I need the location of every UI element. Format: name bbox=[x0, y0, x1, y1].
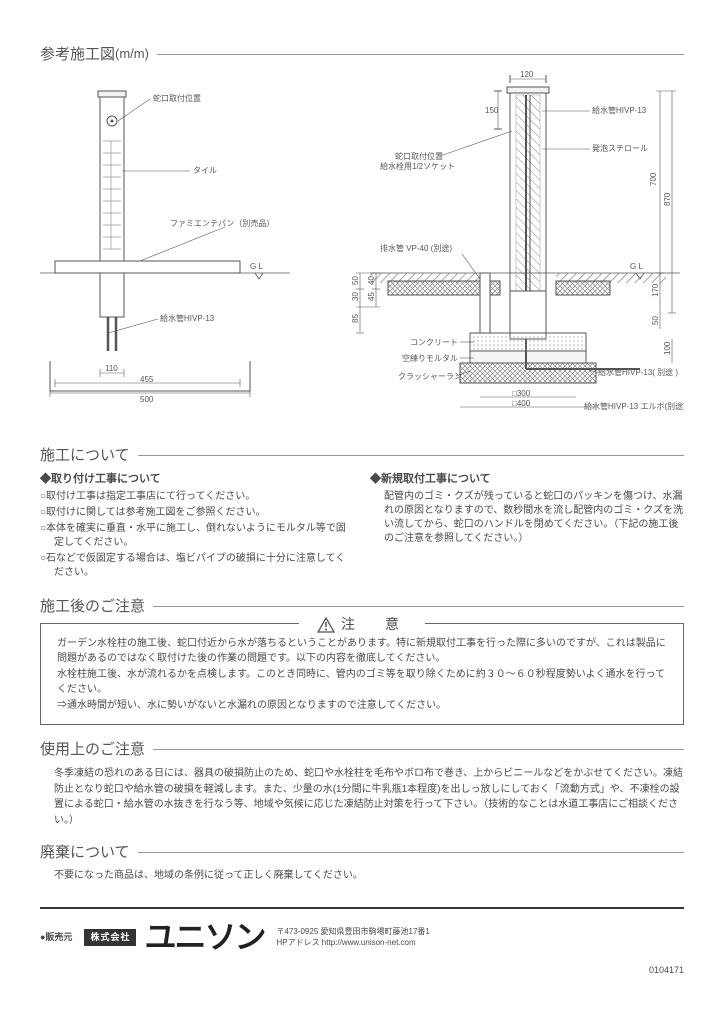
dim-v85: 85 bbox=[351, 314, 360, 323]
dim-110: 110 bbox=[105, 364, 118, 373]
dim-v30: 30 bbox=[351, 292, 360, 301]
caution-line: ガーデン水栓柱の施工後、蛇口付近から水が落ちるということがあります。特に新規取付… bbox=[57, 636, 667, 666]
dim-120: 120 bbox=[520, 71, 534, 79]
caution-line: ⇒通水時間が短い、水に勢いがないと水漏れの原因となりますので注意してください。 bbox=[57, 698, 667, 713]
dim-700: 700 bbox=[649, 172, 658, 186]
installation-right-col: ◆新規取付工事について 配管内のゴミ・クズが残っていると蛇口のパッキンを傷つけ、… bbox=[370, 472, 684, 582]
lbl-socket: 給水栓用1/2ソケット bbox=[380, 161, 455, 171]
document-code: 0104171 bbox=[40, 964, 684, 977]
lbl-crusher: クラッシャーラン bbox=[398, 372, 462, 381]
dim-50r: 50 bbox=[651, 316, 660, 325]
rule bbox=[153, 606, 684, 607]
dim-v50: 50 bbox=[351, 276, 360, 285]
caution-title: 注 意 bbox=[341, 614, 407, 635]
addr-line: 〒473-0925 愛知県豊田市駒場町藤池17番1 bbox=[276, 927, 429, 937]
company-logo: ユニソン bbox=[144, 915, 264, 960]
inst-line: ○本体を確実に垂直・水平に施工し、倒れないようにモルタル等で固定してください。 bbox=[40, 522, 354, 550]
dim-100: 100 bbox=[663, 341, 672, 355]
title-rule bbox=[157, 54, 684, 55]
dim-170: 170 bbox=[651, 283, 660, 297]
company-address: 〒473-0925 愛知県豊田市駒場町藤池17番1 HPアドレス http://… bbox=[276, 927, 429, 948]
lbl-drain: 排水管 VP-40 (別途) bbox=[380, 243, 452, 253]
installation-columns: ◆取り付け工事について ○取付け工事は指定工事店にて行ってください。 ○取付けに… bbox=[40, 472, 684, 582]
company-prefix: 株式会社 bbox=[84, 929, 136, 946]
dim-sq400: □400 bbox=[512, 399, 531, 408]
right-diagram: 120 150 給水管HIVP-13 発泡スチロール 蛇口取付位置 給水栓用1/… bbox=[351, 71, 684, 411]
dim-870: 870 bbox=[663, 192, 672, 206]
section-usage-title: 使用上のご注意 bbox=[40, 739, 684, 760]
dim-500: 500 bbox=[140, 395, 154, 404]
section-diagram-title: 参考施工図 (m/m) bbox=[40, 44, 684, 65]
lbl-mortar: 空練りモルタル bbox=[402, 353, 458, 363]
dim-v40: 40 bbox=[367, 276, 376, 285]
caution-box: 注 意 ガーデン水栓柱の施工後、蛇口付近から水が落ちるということがあります。特に… bbox=[40, 623, 684, 725]
addr-line: HPアドレス http://www.unison-net.com bbox=[276, 938, 429, 948]
caution-line: 水栓柱施工後、水が流れるかを点検します。このとき同時に、管内のゴミ等を取り除くた… bbox=[57, 667, 667, 697]
lbl-concrete: コンクリート bbox=[410, 338, 458, 347]
lbl-gl-right: G L bbox=[630, 262, 643, 271]
disposal-title-text: 廃棄について bbox=[40, 842, 130, 863]
construction-diagram: 蛇口取付位置 タイル ファミエンテパン（別売品） G L 給水管HIVP-13 bbox=[40, 71, 684, 431]
rule bbox=[153, 749, 684, 750]
dim-sq300: □300 bbox=[512, 389, 531, 398]
left-subhead: ◆取り付け工事について bbox=[40, 472, 354, 487]
section-disposal-title: 廃棄について bbox=[40, 842, 684, 863]
title-text: 参考施工図 bbox=[40, 44, 115, 65]
rule bbox=[138, 455, 684, 456]
installation-left-col: ◆取り付け工事について ○取付け工事は指定工事店にて行ってください。 ○取付けに… bbox=[40, 472, 354, 582]
warning-icon bbox=[317, 617, 335, 633]
lbl-elbow: 給水管HIVP-13 エルボ(別途) bbox=[584, 401, 684, 411]
caution-title-wrap: 注 意 bbox=[299, 614, 425, 635]
inst-line: 配管内のゴミ・クズが残っていると蛇口のパッキンを傷つけ、水漏れの原因となりますの… bbox=[370, 490, 684, 546]
right-subhead: ◆新規取付工事について bbox=[370, 472, 684, 487]
installation-title-text: 施工について bbox=[40, 445, 130, 466]
inst-line: ○取付け工事は指定工事店にて行ってください。 bbox=[40, 490, 354, 504]
lbl-pipe-left: 給水管HIVP-13 bbox=[160, 313, 215, 323]
disposal-text: 不要になった商品は、地域の条例に従って正しく廃棄してください。 bbox=[40, 869, 684, 883]
footer: ●販売元 株式会社 ユニソン 〒473-0925 愛知県豊田市駒場町藤池17番1… bbox=[40, 909, 684, 960]
title-unit: (m/m) bbox=[115, 45, 149, 63]
lbl-foam: 発泡スチロール bbox=[592, 143, 648, 153]
company-block: 株式会社 ユニソン bbox=[84, 915, 264, 960]
lbl-tile: タイル bbox=[193, 166, 217, 175]
section-installation-title: 施工について bbox=[40, 445, 684, 466]
lbl-faucet-right: 蛇口取付位置 bbox=[395, 151, 443, 161]
distributor-label: ●販売元 bbox=[40, 931, 72, 944]
rule bbox=[138, 852, 684, 853]
lbl-faucet-left: 蛇口取付位置 bbox=[153, 93, 201, 103]
dim-v45: 45 bbox=[367, 292, 376, 301]
dim-455: 455 bbox=[140, 375, 154, 384]
inst-line: ○石などで仮固定する場合は、塩ビパイプの破損に十分に注意してください。 bbox=[40, 552, 354, 580]
lbl-hivp2: 給水管HIVP-13( 別途 ) bbox=[598, 367, 678, 377]
usage-title-text: 使用上のご注意 bbox=[40, 739, 145, 760]
left-diagram: 蛇口取付位置 タイル ファミエンテパン（別売品） G L 給水管HIVP-13 bbox=[40, 91, 290, 404]
lbl-hivp-right: 給水管HIVP-13 bbox=[592, 105, 647, 115]
usage-text: 冬季凍結の恐れのある日には、器具の破損防止のため、蛇口や水栓柱を毛布やボロ布で巻… bbox=[40, 766, 684, 828]
dim-150: 150 bbox=[485, 106, 499, 115]
postinstall-title-text: 施工後のご注意 bbox=[40, 596, 145, 617]
lbl-pan: ファミエンテパン（別売品） bbox=[170, 218, 274, 228]
diagram-area: 蛇口取付位置 タイル ファミエンテパン（別売品） G L 給水管HIVP-13 bbox=[40, 71, 684, 431]
lbl-gl-left: G L bbox=[250, 262, 263, 271]
inst-line: ○取付けに関しては参考施工図をご参照ください。 bbox=[40, 506, 354, 520]
